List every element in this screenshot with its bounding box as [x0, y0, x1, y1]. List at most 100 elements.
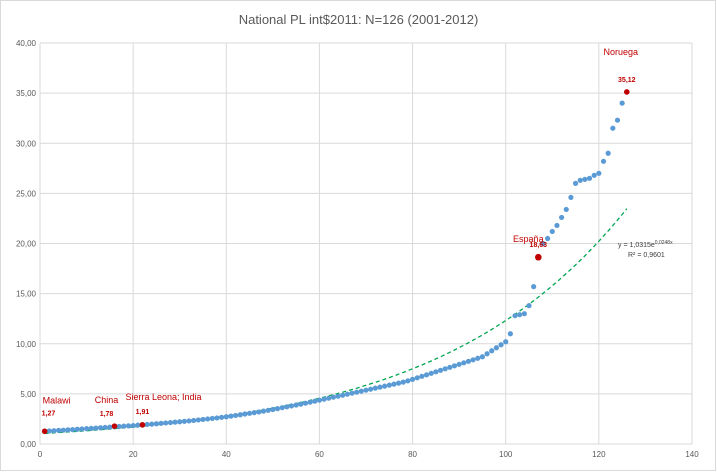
data-point	[498, 342, 504, 348]
x-tick-label: 20	[129, 450, 138, 459]
value-label: 1,27	[42, 410, 56, 417]
data-point	[181, 418, 187, 424]
data-point	[428, 370, 434, 376]
data-point	[172, 419, 178, 425]
data-point	[70, 426, 76, 433]
data-point	[470, 357, 476, 363]
data-point	[149, 421, 155, 427]
data-point	[517, 312, 523, 318]
data-point	[116, 423, 122, 430]
data-point	[60, 427, 66, 433]
data-point	[242, 411, 248, 417]
x-tick-label: 60	[315, 450, 324, 459]
data-point	[130, 422, 136, 429]
data-point	[65, 427, 71, 433]
country-label: Sierra Leona; India	[125, 392, 201, 402]
data-point	[79, 426, 85, 432]
data-point	[545, 235, 551, 242]
data-point	[256, 409, 262, 415]
data-point	[288, 403, 295, 409]
trendline-equation: y = 1,0315e0,0248x R² = 0,9601	[618, 240, 673, 259]
r-squared-text: R² = 0,9601	[628, 252, 665, 259]
data-point	[363, 387, 369, 393]
data-point	[135, 422, 141, 428]
value-label: 18,63	[530, 242, 548, 249]
data-point	[605, 150, 611, 156]
data-point	[284, 404, 290, 410]
data-point	[512, 313, 518, 319]
data-point	[442, 366, 448, 372]
data-point	[577, 177, 583, 183]
data-point	[83, 426, 90, 432]
data-point	[465, 358, 472, 364]
equation-text: y = 1,0315e0,0248x	[618, 240, 673, 249]
data-point	[307, 399, 313, 405]
data-point	[591, 172, 597, 178]
data-point	[391, 381, 397, 387]
data-point	[493, 345, 499, 351]
data-point	[97, 425, 104, 431]
x-tick-label: 120	[592, 450, 606, 459]
country-label: China	[95, 395, 119, 405]
data-point	[312, 398, 318, 404]
data-point	[377, 384, 383, 390]
data-point	[349, 390, 355, 396]
data-point	[186, 418, 192, 424]
y-tick-label: 10,00	[16, 340, 37, 349]
y-tick-label: 25,00	[16, 189, 37, 198]
data-point	[559, 214, 565, 221]
data-point	[46, 428, 52, 434]
data-point	[396, 380, 402, 386]
trendline-group	[44, 208, 628, 435]
data-point	[214, 415, 220, 421]
data-point	[563, 206, 569, 213]
data-point	[344, 391, 350, 397]
data-point	[125, 423, 132, 429]
data-point	[195, 417, 201, 423]
data-point	[205, 416, 211, 422]
data-point	[614, 117, 621, 123]
data-point	[298, 401, 304, 407]
data-point	[447, 364, 453, 370]
data-point	[51, 428, 57, 434]
y-tick-label: 40,00	[16, 39, 37, 48]
data-point	[228, 413, 234, 419]
data-point	[88, 425, 94, 431]
x-tick-label: 140	[685, 450, 699, 459]
grid-lines	[39, 42, 693, 445]
data-point	[475, 355, 481, 361]
data-point	[572, 180, 579, 186]
data-point	[419, 373, 425, 379]
data-point	[610, 125, 616, 131]
data-point	[582, 176, 588, 182]
data-point	[144, 421, 150, 428]
data-point	[246, 410, 253, 416]
y-tick-label: 15,00	[16, 290, 37, 299]
country-annotations: Malawi 1,27 China 1,78 Sierra Leona; India 1,…	[42, 47, 638, 435]
data-point	[479, 354, 486, 360]
y-tick-label: 20,00	[16, 240, 37, 249]
data-point	[554, 222, 560, 229]
data-point	[233, 412, 239, 419]
data-point	[163, 420, 169, 426]
data-point	[251, 410, 257, 416]
data-point	[451, 363, 458, 369]
y-tick-label: 30,00	[16, 139, 37, 148]
data-point	[521, 311, 527, 317]
data-point	[586, 175, 593, 181]
data-point	[433, 369, 439, 375]
data-point	[260, 408, 267, 414]
data-point	[340, 392, 346, 398]
data-point	[507, 331, 513, 337]
data-point	[219, 414, 225, 420]
data-point	[302, 400, 309, 406]
data-point	[121, 423, 127, 429]
y-tick-label: 0,00	[20, 440, 36, 449]
data-point	[102, 424, 108, 431]
data-point	[321, 396, 327, 402]
data-point	[191, 417, 197, 424]
data-point	[177, 419, 183, 425]
data-point	[596, 170, 602, 176]
